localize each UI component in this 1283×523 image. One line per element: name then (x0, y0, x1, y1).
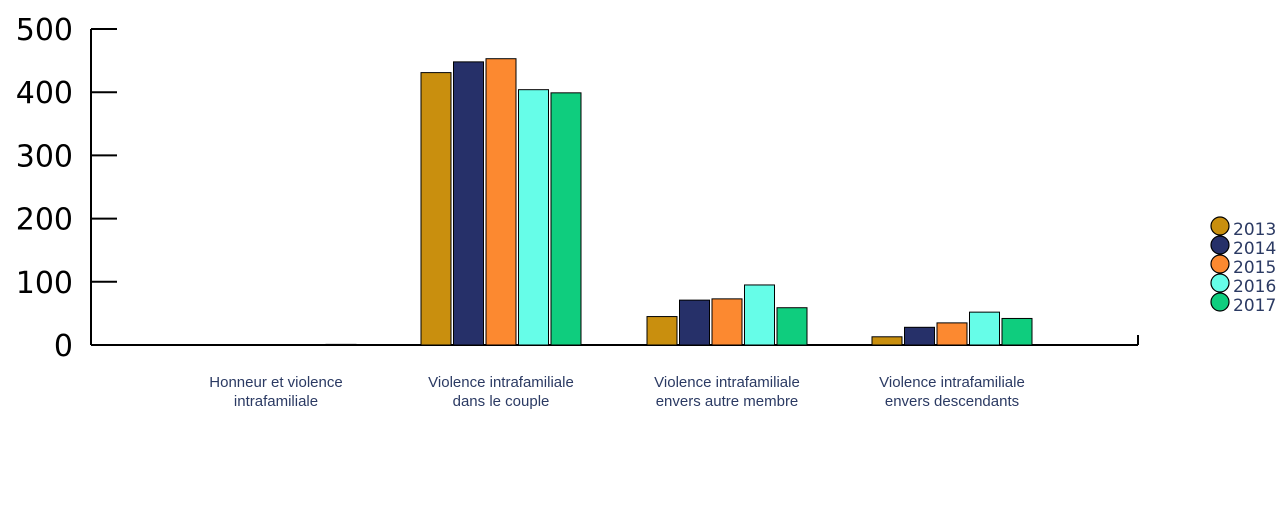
bar-2017-0 (325, 343, 357, 346)
bar-2016-1 (518, 89, 549, 346)
y-tick-label: 300 (16, 139, 73, 174)
bar-2013-3 (871, 336, 903, 346)
legend-swatch-2014 (1210, 235, 1230, 255)
y-axis-ticks: 0 100 200 300 400 500 (16, 13, 117, 364)
y-tick-label: 100 (16, 266, 73, 301)
y-tick-label: 400 (16, 76, 73, 111)
x-category-label: Violence intrafamiliale envers autre memb… (654, 374, 800, 410)
x-category-label: Violence intrafamiliale envers descendant… (879, 374, 1025, 410)
bar-2017-1 (550, 92, 582, 346)
bar-2013-1 (420, 72, 452, 346)
bar-2016-3 (969, 311, 1000, 346)
bar-2015-3 (936, 322, 968, 346)
bar-2014-3 (904, 326, 935, 346)
y-tick-label: 200 (16, 203, 73, 238)
bars (325, 58, 1033, 346)
legend-label-2013: 2013 (1233, 220, 1276, 240)
legend-swatch-2016 (1210, 273, 1230, 293)
x-category-label: Violence intrafamiliale dans le couple (428, 374, 574, 410)
bar-2013-2 (646, 316, 678, 346)
bar-2014-2 (679, 299, 710, 346)
legend-label-2017: 2017 (1233, 296, 1276, 316)
legend-swatch-2013 (1210, 216, 1230, 236)
x-category-label: Honneur et violence intrafamiliale (209, 374, 342, 410)
legend-label-2014: 2014 (1233, 239, 1276, 259)
legend-label-2015: 2015 (1233, 258, 1276, 278)
bar-2015-2 (711, 298, 743, 346)
legend-swatch-2015 (1210, 254, 1230, 274)
bar-2017-2 (776, 307, 808, 346)
y-tick-label: 0 (54, 329, 73, 364)
bar-2016-2 (744, 284, 775, 346)
bar-2017-3 (1001, 317, 1033, 346)
legend-swatch-2017 (1210, 292, 1230, 312)
y-tick-label: 500 (16, 13, 73, 48)
bar-2014-1 (453, 61, 484, 346)
legend-label-2016: 2016 (1233, 277, 1276, 297)
x-axis-labels: Honneur et violence intrafamiliale Violenc… (209, 374, 1025, 410)
axes (90, 29, 1139, 346)
bar-2015-1 (485, 58, 517, 346)
